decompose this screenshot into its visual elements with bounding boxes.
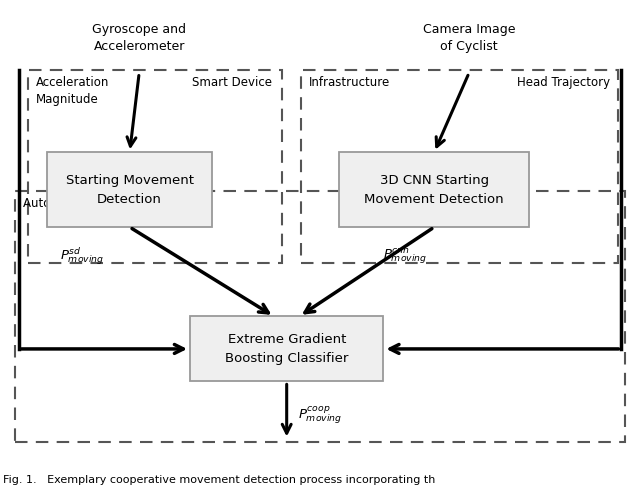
Text: Infrastructure: Infrastructure bbox=[308, 76, 390, 89]
Text: $P^{sd}_{moving}$: $P^{sd}_{moving}$ bbox=[60, 245, 104, 267]
Text: Fig. 1.   Exemplary cooperative movement detection process incorporating th: Fig. 1. Exemplary cooperative movement d… bbox=[3, 475, 435, 485]
Text: 3D CNN Starting
Movement Detection: 3D CNN Starting Movement Detection bbox=[364, 174, 504, 206]
Bar bbox=[15, 191, 625, 442]
Text: Automated Vehicle: Automated Vehicle bbox=[23, 197, 134, 210]
Text: Extreme Gradient
Boosting Classifier: Extreme Gradient Boosting Classifier bbox=[225, 333, 348, 365]
Bar bbox=[28, 70, 282, 264]
Bar bbox=[47, 152, 212, 227]
Bar bbox=[301, 70, 618, 264]
Text: Camera Image
of Cyclist: Camera Image of Cyclist bbox=[423, 23, 515, 53]
Text: Head Trajectory: Head Trajectory bbox=[518, 76, 611, 89]
Text: Starting Movement
Detection: Starting Movement Detection bbox=[66, 174, 194, 206]
Bar bbox=[190, 316, 383, 382]
Text: $P^{coop}_{moving}$: $P^{coop}_{moving}$ bbox=[298, 405, 342, 426]
Bar bbox=[339, 152, 529, 227]
Text: Smart Device: Smart Device bbox=[193, 76, 273, 89]
Text: $P^{cnn}_{moving}$: $P^{cnn}_{moving}$ bbox=[383, 246, 428, 266]
Text: Gyroscope and
Accelerometer: Gyroscope and Accelerometer bbox=[92, 23, 186, 53]
Text: Acceleration
Magnitude: Acceleration Magnitude bbox=[36, 76, 109, 106]
